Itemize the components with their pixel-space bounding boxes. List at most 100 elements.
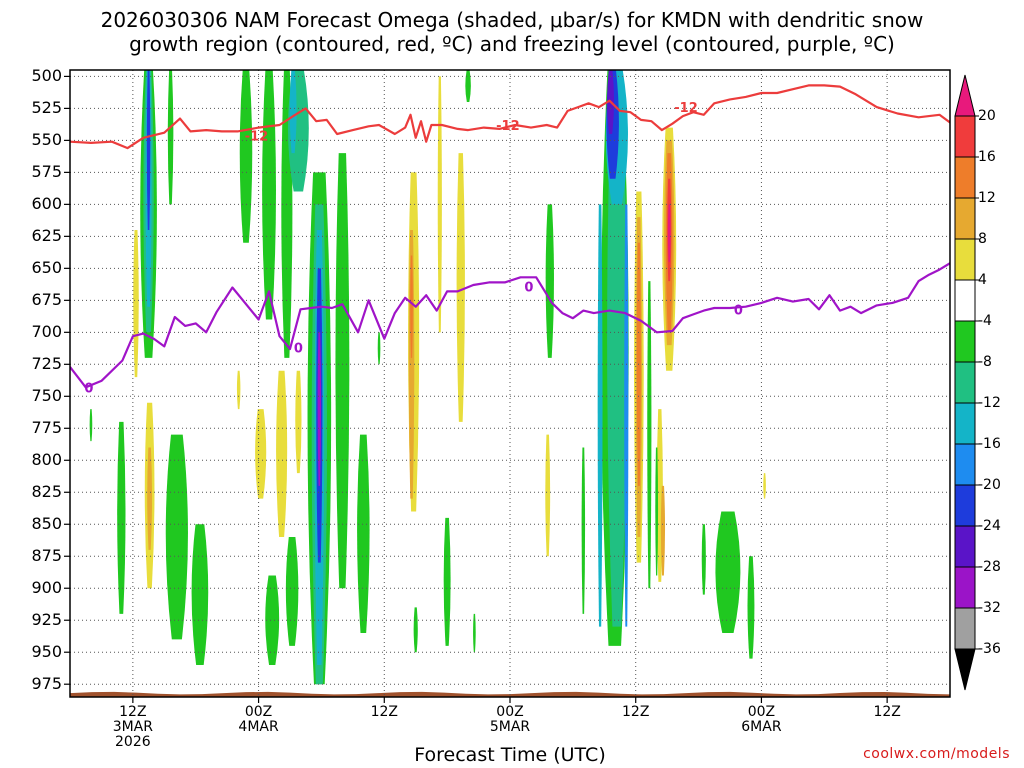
colorbar-tick-label: 12	[978, 190, 996, 206]
colorbar-tick-label: 16	[978, 149, 996, 165]
omega-region	[167, 70, 174, 205]
omega-region	[408, 229, 415, 499]
omega-region	[239, 70, 253, 243]
omega-region	[597, 204, 603, 627]
omega-region	[655, 447, 659, 576]
y-tick-label: 750	[31, 386, 62, 406]
omega-region	[89, 409, 93, 442]
colorbar-bin	[954, 566, 976, 609]
colorbar-arrow-top	[954, 74, 976, 117]
contour-lines: -12 -12 -12 0 0 0 0	[70, 84, 950, 396]
omega-region	[660, 485, 666, 576]
omega-region	[262, 70, 276, 320]
omega-region	[465, 70, 471, 102]
colorbar-bin	[954, 361, 976, 404]
omega-region	[701, 524, 706, 595]
y-tick-label: 775	[31, 418, 62, 438]
omega-region	[581, 447, 586, 614]
y-tick-label: 850	[31, 514, 62, 534]
y-tick-label: 800	[31, 450, 62, 470]
x-tick-label: 12Z	[873, 704, 901, 720]
colorbar-bin	[954, 156, 976, 199]
omega-region	[715, 511, 741, 634]
omega-region	[545, 204, 554, 358]
x-tick-label: 12Z 3MAR 2026	[112, 704, 153, 750]
y-tick-label: 625	[31, 226, 62, 246]
omega-region	[255, 409, 267, 499]
omega-region	[295, 370, 302, 474]
y-tick-label: 575	[31, 162, 62, 182]
colorbar	[954, 74, 979, 691]
dendritic-growth-contour	[70, 84, 950, 150]
omega-region	[317, 332, 322, 486]
x-tick-label: 00Z 4MAR	[238, 704, 279, 735]
omega-region	[413, 607, 418, 653]
colorbar-bin	[954, 320, 976, 363]
y-tick-label: 725	[31, 354, 62, 374]
colorbar-bin	[954, 402, 976, 445]
omega-region	[165, 434, 188, 640]
omega-region	[545, 434, 551, 557]
colorbar-tick-label: -8	[978, 354, 992, 370]
y-tick-label: 975	[31, 674, 62, 694]
colorbar-tick-label: -28	[978, 559, 1001, 575]
colorbar-bin	[954, 525, 976, 568]
colorbar-bin	[954, 607, 976, 650]
omega-region	[443, 517, 451, 646]
y-tick-label: 900	[31, 578, 62, 598]
contour-label: 0	[294, 342, 303, 357]
contour-label: 0	[734, 303, 743, 318]
omega-region	[747, 556, 755, 659]
x-axis-label: Forecast Time (UTC)	[414, 744, 606, 766]
omega-shading	[89, 70, 766, 685]
contour-label: -12	[496, 119, 520, 134]
colorbar-arrow-bottom	[954, 648, 976, 691]
omega-region	[667, 204, 671, 262]
omega-region	[191, 524, 209, 666]
colorbar-bin	[954, 238, 976, 281]
omega-region	[647, 281, 652, 589]
gridlines	[70, 70, 950, 697]
contour-label: -12	[245, 129, 269, 144]
chart-title-line-1: 2026030306 NAM Forecast Omega (shaded, μ…	[100, 8, 924, 32]
y-tick-label: 950	[31, 642, 62, 662]
colorbar-tick-label: -24	[978, 518, 1001, 534]
colorbar-tick-label: 4	[978, 272, 987, 288]
y-tick-label: 650	[31, 258, 62, 278]
y-tick-label: 875	[31, 546, 62, 566]
colorbar-tick-label: -4	[978, 313, 992, 329]
y-tick-label: 525	[31, 98, 62, 118]
y-tick-label: 500	[31, 66, 62, 86]
y-tick-label: 700	[31, 322, 62, 342]
omega-region	[377, 332, 381, 365]
x-tick-label: 12Z	[370, 704, 398, 720]
plot-frame	[64, 69, 951, 703]
contour-label: 0	[524, 280, 533, 295]
omega-region	[473, 613, 476, 653]
y-tick-label: 675	[31, 290, 62, 310]
colorbar-tick-label: 20	[978, 108, 996, 124]
colorbar-bin	[954, 443, 976, 486]
colorbar-bin	[954, 197, 976, 240]
omega-region	[624, 204, 629, 627]
colorbar-tick-label: -36	[978, 641, 1001, 657]
omega-region	[410, 255, 413, 358]
colorbar-tick-label: 8	[978, 231, 987, 247]
chart-title-line-2: growth region (contoured, red, ºC) and f…	[129, 32, 895, 56]
colorbar-tick-label: -32	[978, 600, 1001, 616]
omega-region	[133, 229, 139, 378]
colorbar-tick-label: -16	[978, 436, 1001, 452]
colorbar-tick-label: -20	[978, 477, 1001, 493]
y-tick-label: 925	[31, 610, 62, 630]
y-tick-label: 825	[31, 482, 62, 502]
x-tick-label: 00Z 5MAR	[489, 704, 531, 735]
omega-region	[456, 153, 465, 422]
colorbar-bin	[954, 115, 976, 158]
freezing-level-contour	[70, 262, 950, 389]
x-tick-label: 00Z 6MAR	[741, 704, 782, 735]
colorbar-tick-label: -12	[978, 395, 1001, 411]
omega-region	[236, 370, 241, 410]
omega-region	[607, 70, 627, 627]
